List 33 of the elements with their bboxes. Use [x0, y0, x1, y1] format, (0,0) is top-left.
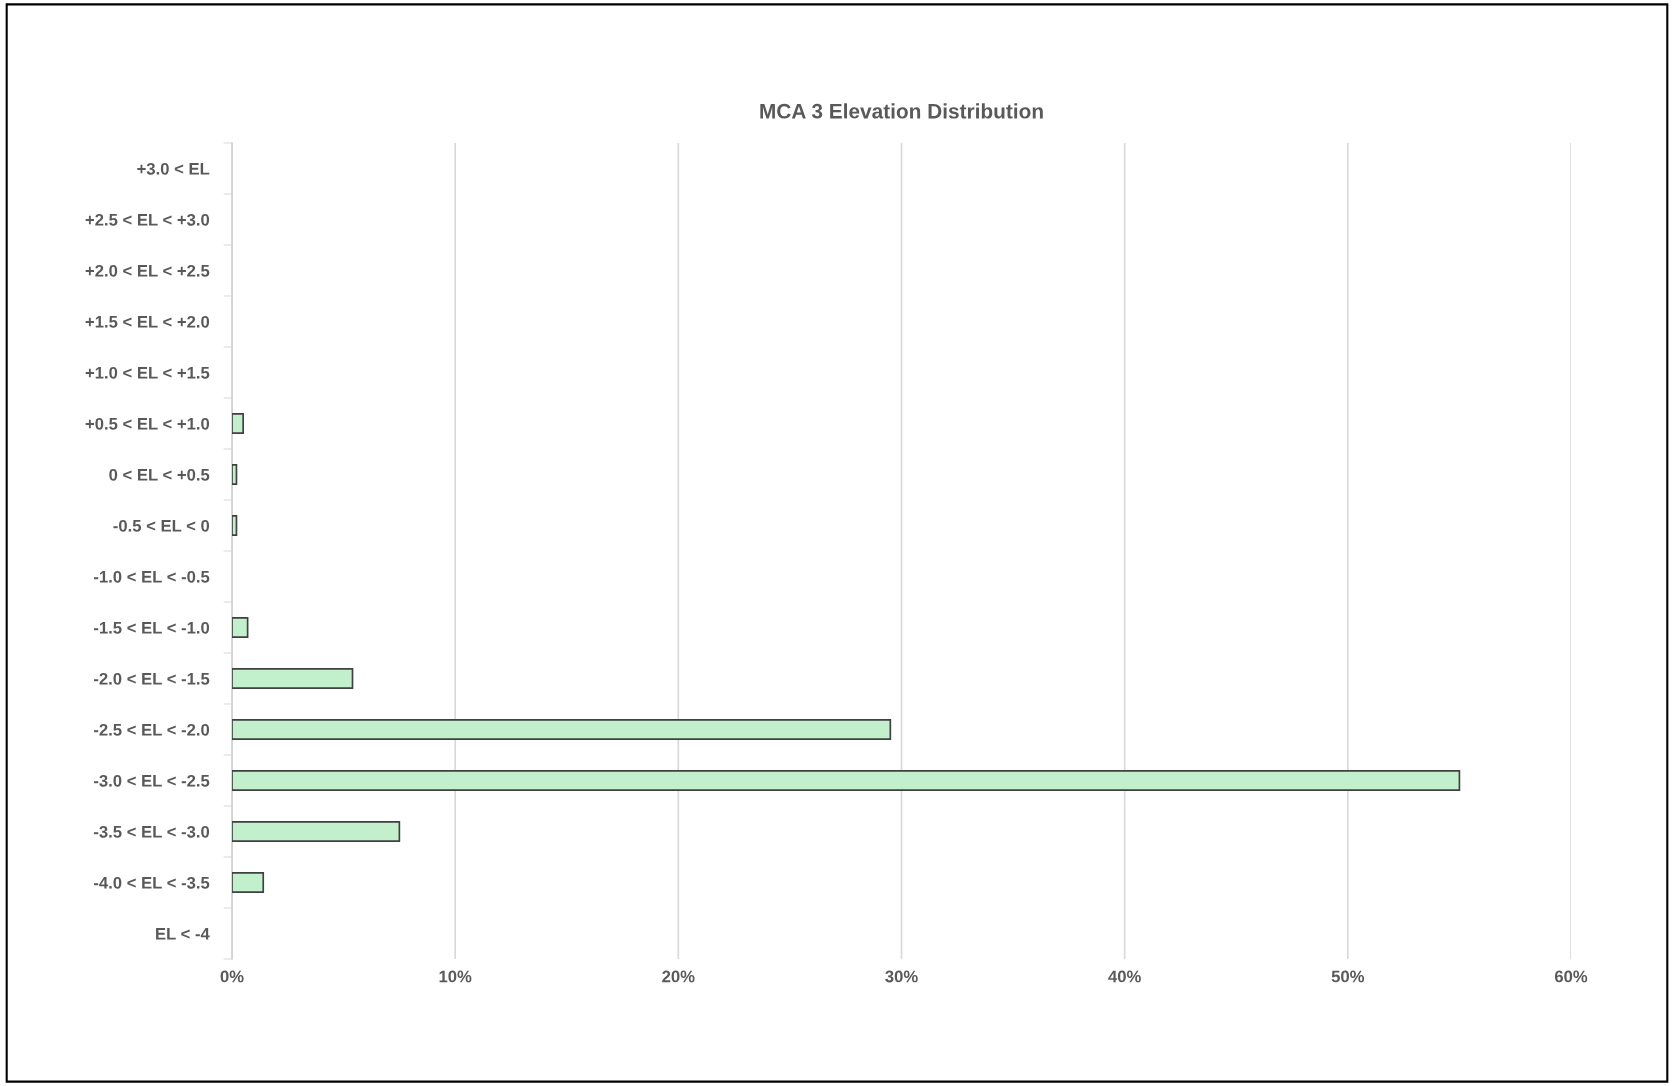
y-tick-label: +1.0 < EL < +1.5	[85, 366, 210, 379]
x-tick-label: 10%	[439, 970, 472, 983]
bar	[232, 616, 249, 639]
bar	[232, 463, 238, 486]
y-tick-label: EL < -4	[156, 928, 210, 940]
bar	[232, 769, 1461, 792]
x-tick-label: 50%	[1331, 970, 1365, 983]
y-tick-label: +1.5 < EL < +2.0	[85, 315, 210, 328]
y-tick-label: +2.0 < EL < +2.5	[85, 264, 210, 277]
y-tick-label: +0.5 < EL < +1.0	[85, 417, 210, 430]
y-tick-label: -2.5 < EL < -2.0	[94, 723, 210, 736]
y-tick-label: -0.5 < EL < 0	[113, 519, 210, 532]
y-tick-label: -1.5 < EL < -1.0	[94, 621, 210, 634]
x-tick-label: 40%	[1108, 970, 1141, 983]
chart-title: MCA 3 Elevation Distribution	[760, 103, 1043, 119]
y-tick-label: -2.0 < EL < -1.5	[94, 672, 210, 685]
y-tick-label: -1.0 < EL < -0.5	[94, 570, 210, 583]
bar	[232, 718, 892, 741]
y-tick-label: -4.0 < EL < -3.5	[94, 876, 210, 889]
y-tick-label: +2.5 < EL < +3.0	[85, 213, 210, 226]
bar	[232, 412, 244, 435]
bar	[232, 820, 401, 843]
x-tick-label: 30%	[885, 970, 918, 983]
y-tick-label: 0 < EL < +0.5	[109, 468, 210, 481]
x-tick-label: 20%	[662, 970, 695, 983]
y-tick-label: +3.0 < EL	[137, 162, 210, 175]
bar	[232, 871, 265, 894]
bar	[232, 514, 238, 537]
y-tick-label: -3.0 < EL < -2.5	[94, 774, 210, 787]
x-tick-label: 0%	[220, 970, 244, 983]
y-tick-label: -3.5 < EL < -3.0	[94, 825, 210, 838]
x-tick-label: 60%	[1554, 970, 1588, 983]
bar	[232, 667, 354, 690]
